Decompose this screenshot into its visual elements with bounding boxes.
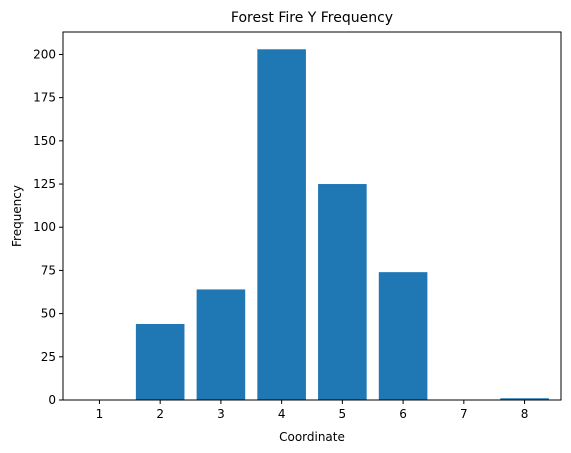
y-tick-label: 150 [33, 134, 56, 148]
plot-frame [62, 31, 562, 401]
bar-6 [378, 272, 428, 400]
bar-4 [257, 49, 306, 400]
x-tick-label: 7 [460, 407, 468, 421]
x-axis-ticks: 1 2 3 4 5 6 7 8 [96, 400, 529, 421]
y-tick-label: 175 [33, 91, 56, 105]
y-tick-label: 125 [33, 177, 56, 191]
y-tick-label: 200 [33, 47, 56, 61]
bar-2 [135, 323, 185, 400]
bar-3 [196, 289, 246, 400]
bar-5 [318, 184, 367, 400]
y-tick-label: 75 [41, 263, 56, 277]
y-axis-label: Frequency [10, 185, 24, 247]
y-axis-ticks: 0 25 50 75 100 125 150 175 200 [33, 47, 63, 407]
x-axis-label: Coordinate [279, 430, 345, 444]
x-tick-label: 2 [156, 407, 164, 421]
y-tick-label: 100 [33, 220, 56, 234]
y-tick-label: 25 [41, 350, 56, 364]
x-tick-label: 4 [278, 407, 286, 421]
x-tick-label: 3 [217, 407, 225, 421]
x-tick-label: 5 [339, 407, 347, 421]
y-tick-label: 50 [41, 307, 56, 321]
x-tick-label: 6 [399, 407, 407, 421]
bar-8 [500, 398, 549, 400]
x-tick-label: 8 [521, 407, 529, 421]
bars-group [135, 49, 549, 400]
x-tick-label: 1 [96, 407, 104, 421]
y-tick-label: 0 [48, 393, 56, 407]
chart-title: Forest Fire Y Frequency [231, 10, 393, 26]
